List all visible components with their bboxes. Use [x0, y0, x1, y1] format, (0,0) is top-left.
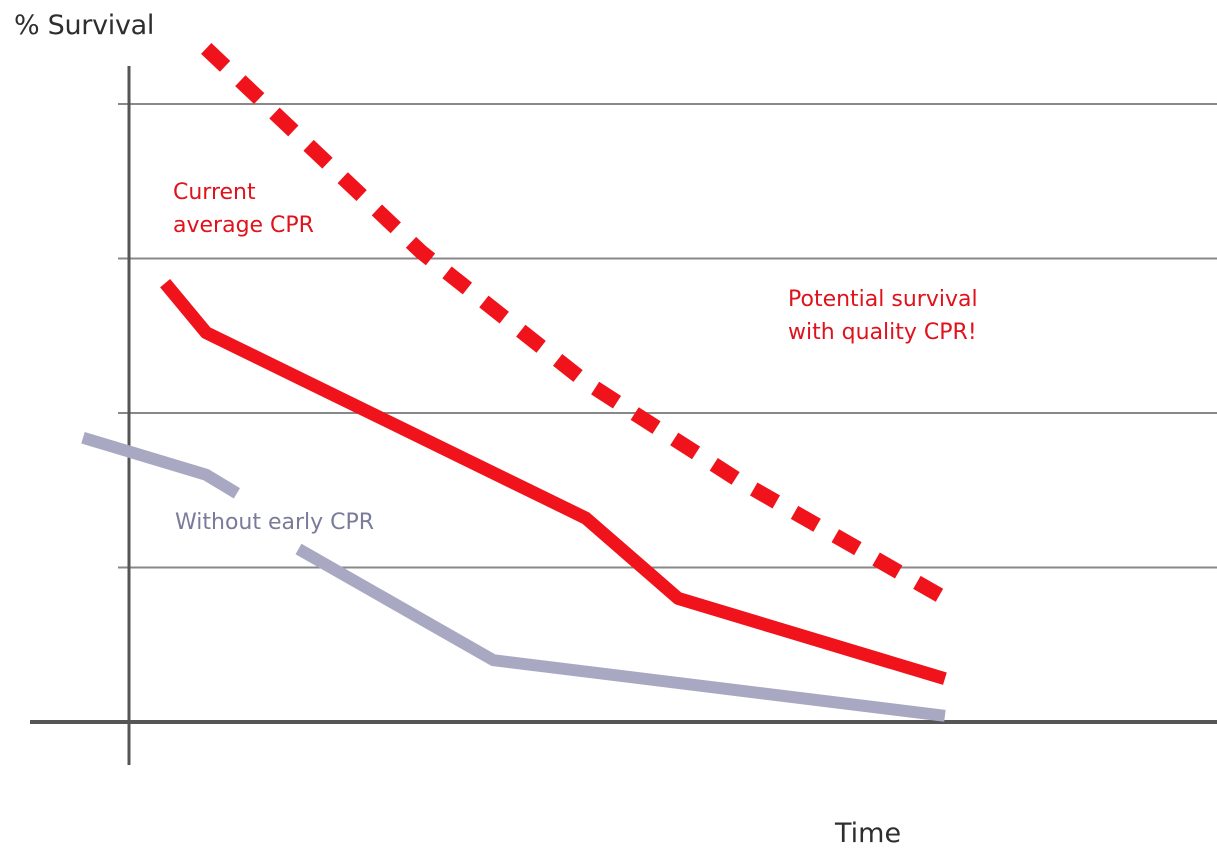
x-axis-label: Time	[835, 818, 902, 849]
series-without-segment-2	[295, 543, 946, 722]
annotation-current-line-1: Current	[173, 180, 256, 205]
annotation-current-line-2: average CPR	[173, 213, 314, 238]
series-current-line	[160, 279, 947, 685]
annotation-potential-line-1: Potential survival	[788, 287, 978, 312]
annotation-potential-survival: Potential survival with quality CPR!	[788, 283, 1088, 349]
annotation-current-average-cpr: Current average CPR	[173, 176, 413, 242]
series-without-segment-1	[81, 431, 240, 499]
annotation-potential-line-2: with quality CPR!	[788, 320, 977, 345]
annotation-without-line-1: Without early CPR	[175, 510, 375, 535]
annotation-without-early-cpr: Without early CPR	[175, 506, 475, 539]
y-axis-label: % Survival	[14, 10, 155, 41]
series-potential-line	[201, 42, 949, 605]
